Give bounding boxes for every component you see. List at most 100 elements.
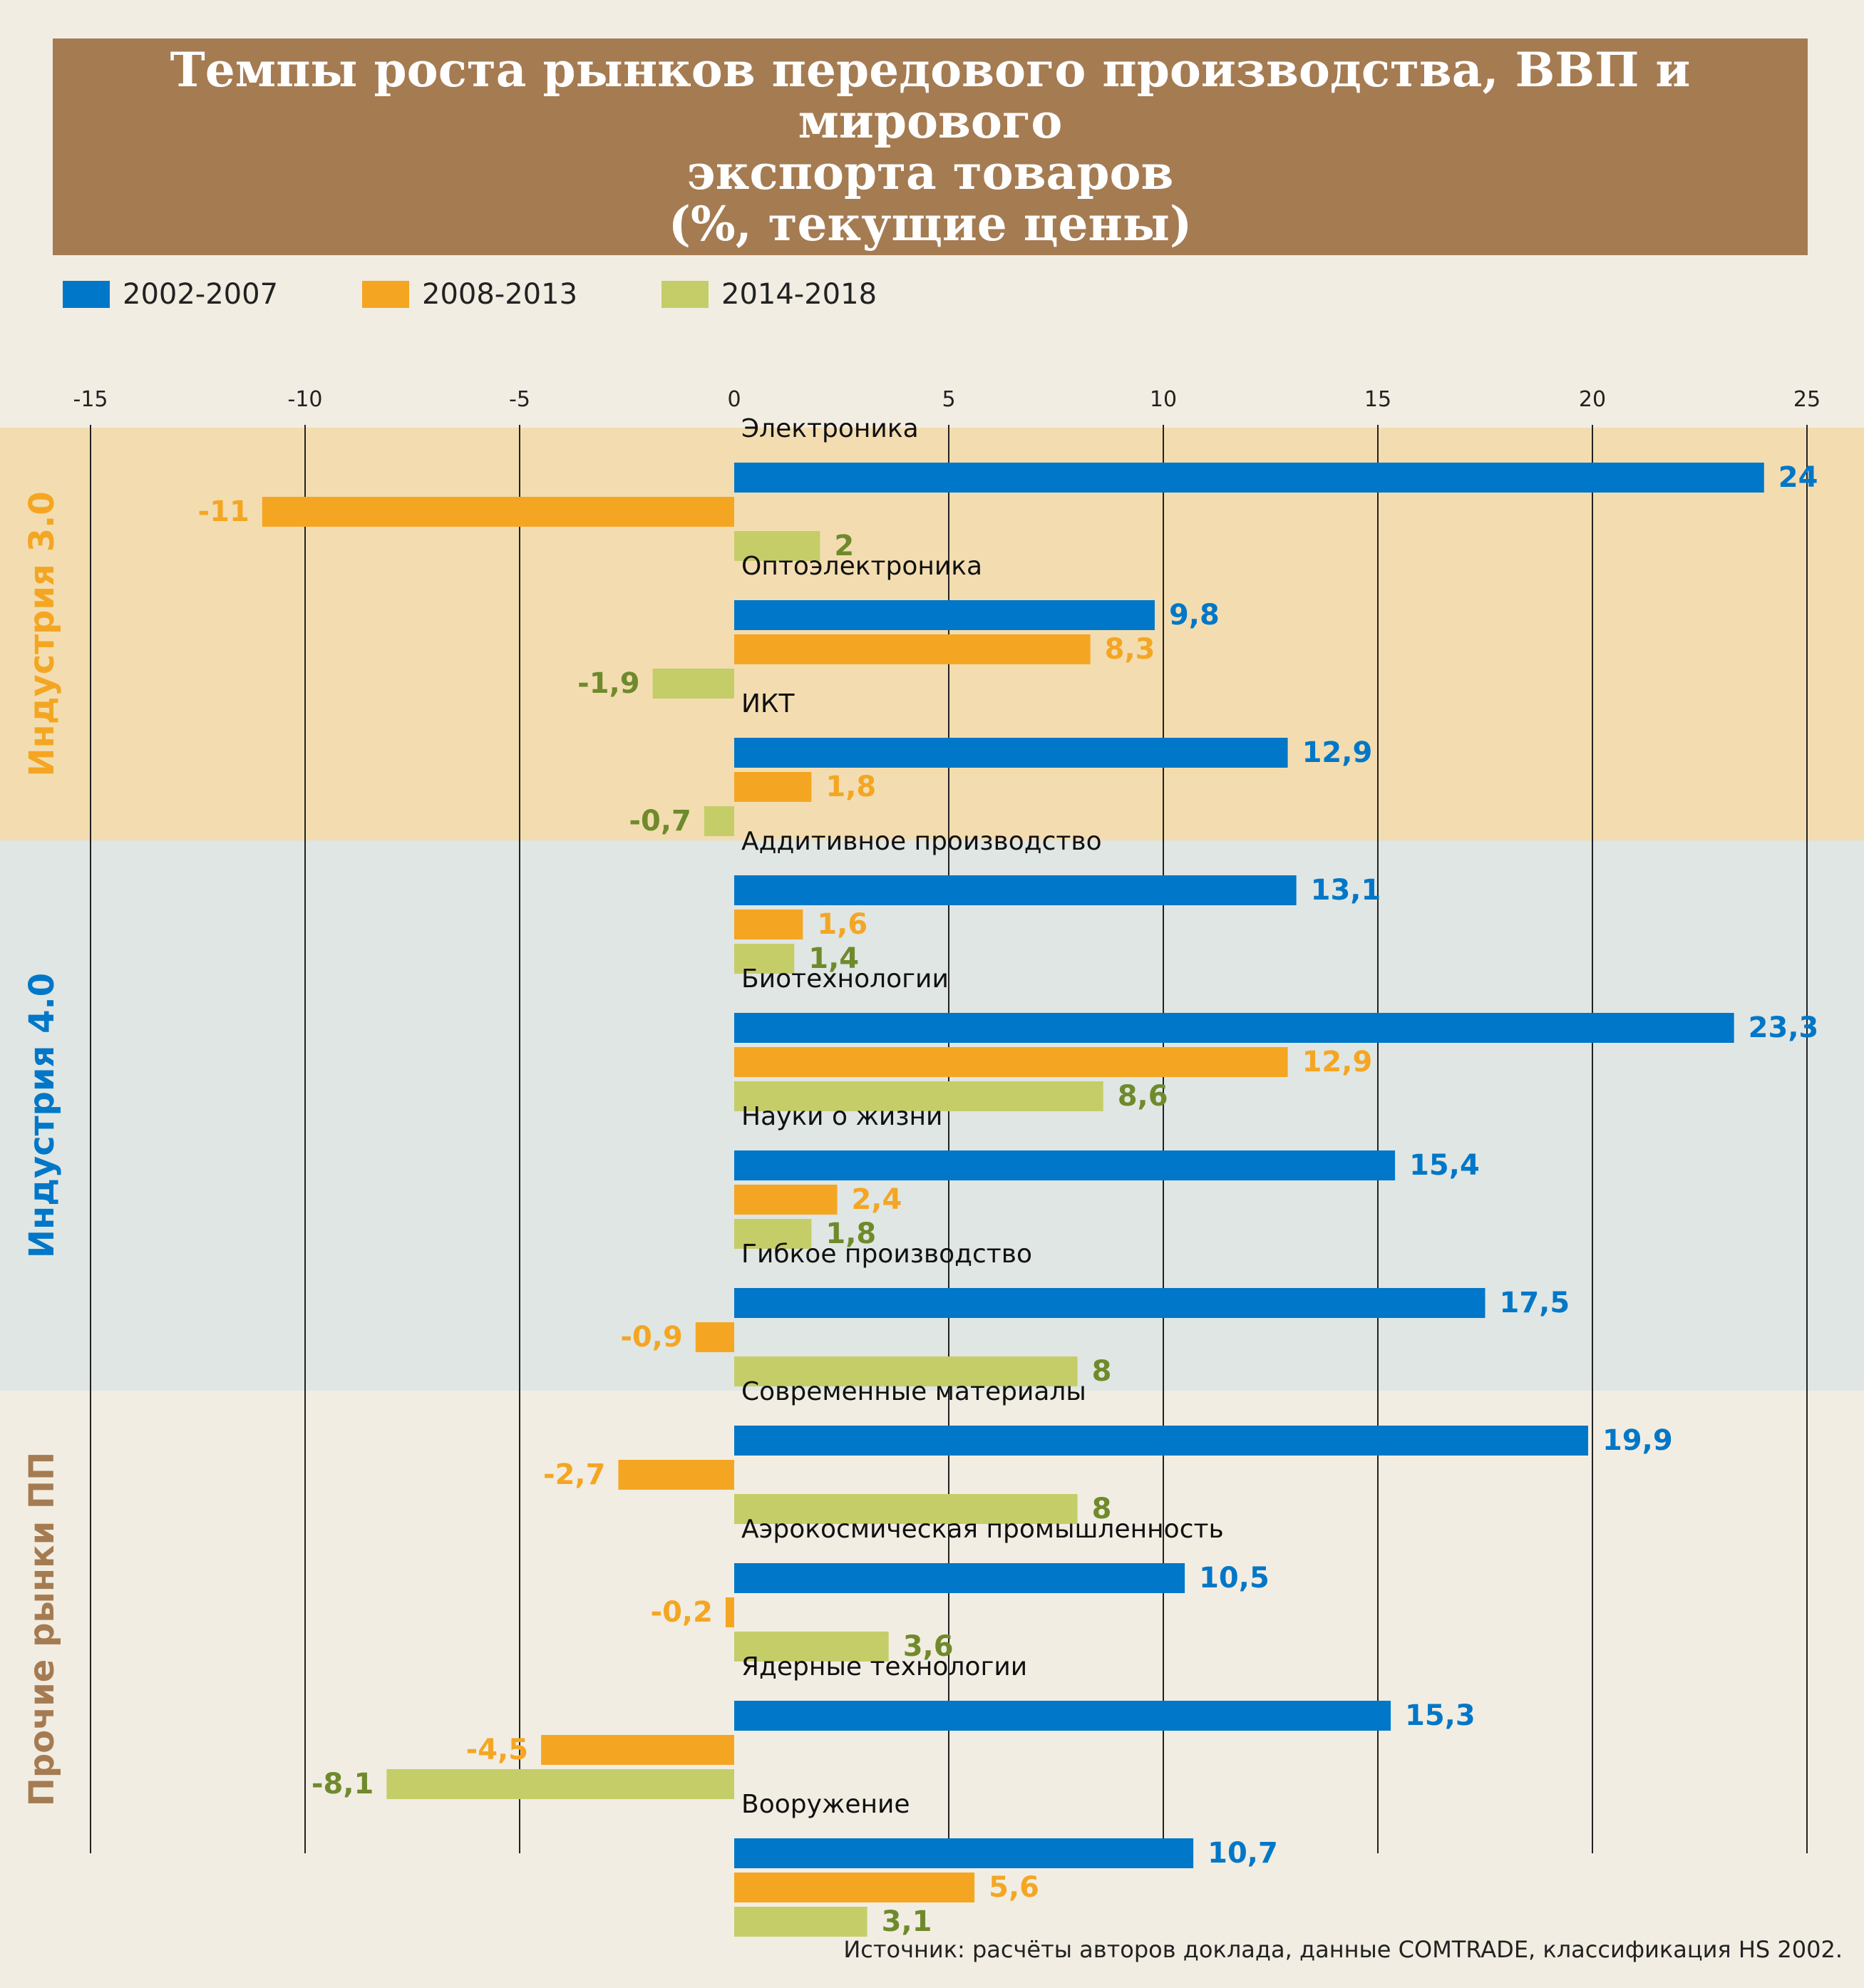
bar-2002-2007-1 [734,463,1764,493]
legend-label-2008-2013: 2008-2013 [422,278,578,311]
data-label: 8,3 [1105,633,1155,666]
x-tick-label: 0 [727,387,741,412]
bar-2002-2007-4 [734,875,1297,905]
data-label: 1,8 [825,1217,876,1250]
bar-2014-2018-1 [734,531,820,561]
bar-2014-2018-6 [734,1219,812,1249]
bar-2002-2007-10 [734,1701,1391,1731]
data-label: 3,6 [903,1630,954,1663]
category-label: Аддитивное производство [741,827,1102,856]
x-tick-label: -15 [73,387,108,412]
category-label: Ядерные технологии [741,1652,1027,1681]
bar-2008-2013-5 [734,1047,1288,1077]
category-label: Современные материалы [741,1377,1086,1406]
data-label: 1,8 [825,771,876,803]
bar-2008-2013-3 [734,772,812,802]
bar-2002-2007-9 [734,1563,1185,1593]
bar-2002-2007-11 [734,1838,1194,1868]
data-label: 12,9 [1302,1046,1373,1078]
bar-2008-2013-9 [725,1597,734,1627]
data-label: 12,9 [1302,736,1373,769]
x-tick-label: 10 [1150,387,1177,412]
bar-2014-2018-7 [734,1356,1078,1386]
data-label: 15,4 [1409,1149,1480,1182]
bar-2014-2018-10 [386,1769,734,1799]
legend-item-2014-2018: 2014-2018 [661,274,877,315]
group-label-2: Индустрия 4.0 [22,973,62,1258]
legend-item-2008-2013: 2008-2013 [362,274,577,315]
x-tick-label: -10 [288,387,323,412]
category-label: ИКТ [741,689,795,719]
data-label: 2,4 [851,1183,902,1216]
bar-2014-2018-3 [704,806,734,836]
title-line-3: (%, текущие цены) [668,196,1193,252]
chart-title: Темпы роста рынков передового производст… [53,38,1808,255]
bar-2008-2013-2 [734,634,1091,664]
x-tick-label: 15 [1364,387,1391,412]
data-label: 5,6 [989,1871,1039,1904]
data-label: 8 [1092,1355,1112,1388]
data-label: -1,9 [577,667,639,700]
bar-2008-2013-6 [734,1185,838,1215]
category-label: Науки о жизни [741,1102,942,1131]
bar-2014-2018-8 [734,1494,1078,1524]
legend-swatch-2014-2018 [661,281,709,308]
bar-2008-2013-11 [734,1873,975,1902]
data-label: 24 [1778,461,1818,494]
legend-swatch-2002-2007 [63,281,110,308]
bar-2008-2013-8 [618,1460,734,1490]
x-tick-label: 20 [1579,387,1606,412]
data-label: 15,3 [1405,1699,1476,1732]
legend-label-2014-2018: 2014-2018 [721,278,877,311]
bar-2002-2007-6 [734,1150,1396,1180]
bar-2002-2007-3 [734,738,1288,768]
bar-2002-2007-5 [734,1013,1734,1043]
x-tick-label: 5 [942,387,955,412]
bar-2002-2007-8 [734,1426,1588,1456]
data-label: -8,1 [311,1768,374,1801]
data-label: -4,5 [466,1734,528,1766]
category-label: Оптоэлектроника [741,552,982,581]
bar-2014-2018-4 [734,944,795,974]
group-label-1: Индустрия 3.0 [22,491,62,776]
data-label: -0,2 [650,1596,712,1629]
bar-2008-2013-7 [695,1322,734,1352]
group-band-1 [0,428,1864,840]
title-line-1: Темпы роста рынков передового производст… [170,42,1691,149]
bar-2008-2013-1 [262,497,734,527]
data-label: -0,9 [620,1321,682,1354]
bar-2008-2013-10 [541,1735,734,1765]
data-label: 13,1 [1311,874,1381,907]
data-label: 23,3 [1749,1011,1819,1044]
data-label: 1,6 [817,908,867,941]
data-label: 8 [1092,1493,1112,1525]
data-label: 3,1 [882,1905,932,1938]
data-label: 1,4 [808,942,859,975]
title-line-2: экспорта товаров [686,145,1174,200]
bar-2002-2007-2 [734,600,1155,630]
legend-item-2002-2007: 2002-2007 [63,274,278,315]
category-label: Биотехнологии [741,964,949,994]
category-label: Вооружение [741,1790,910,1819]
category-label: Аэрокосмическая промышленность [741,1515,1224,1544]
data-label: 10,5 [1199,1562,1270,1595]
data-label: 17,5 [1500,1287,1570,1319]
data-label: 19,9 [1602,1424,1673,1457]
x-tick-label: -5 [509,387,530,412]
data-label: -2,7 [543,1458,605,1491]
legend-label-2002-2007: 2002-2007 [123,278,279,311]
source-note: Источник: расчёты авторов доклада, данны… [843,1936,1843,1963]
data-label: 10,7 [1208,1837,1278,1870]
bar-2014-2018-9 [734,1632,889,1662]
bar-2002-2007-7 [734,1288,1485,1318]
bar-2014-2018-11 [734,1907,867,1937]
data-label: 9,8 [1169,599,1220,632]
x-tick-label: 25 [1793,387,1821,412]
bar-2014-2018-5 [734,1081,1103,1111]
group-label-3: Прочие рынки ПП [22,1452,62,1807]
category-label: Гибкое производство [741,1240,1032,1269]
data-label: -0,7 [629,805,691,838]
data-label: 2 [834,530,854,562]
data-label: 8,6 [1118,1080,1168,1113]
